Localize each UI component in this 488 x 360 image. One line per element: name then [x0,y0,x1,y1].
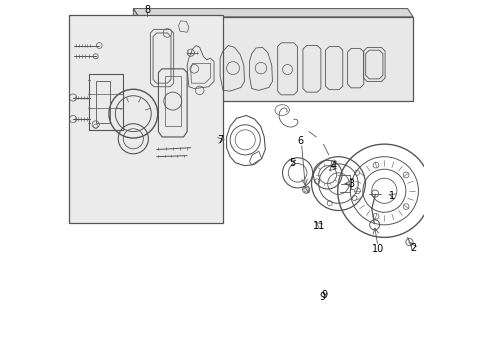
Text: 3: 3 [347,179,354,189]
Text: 6: 6 [297,136,303,145]
Text: 9: 9 [321,290,326,300]
Bar [88,94,122,108]
Bar [96,81,110,123]
Text: 1: 1 [388,191,394,201]
Polygon shape [139,17,412,101]
Text: 7: 7 [217,135,223,145]
Polygon shape [133,9,412,17]
Text: 11: 11 [312,221,324,231]
Polygon shape [249,151,261,165]
Text: 5: 5 [288,158,294,168]
Bar [88,74,122,130]
Text: 10: 10 [371,244,383,254]
Text: 9: 9 [319,292,325,302]
Text: 4: 4 [330,161,336,171]
Polygon shape [133,9,139,101]
Text: 2: 2 [410,243,416,253]
Bar [164,76,180,126]
Text: 8: 8 [143,5,150,15]
Bar [69,15,223,223]
